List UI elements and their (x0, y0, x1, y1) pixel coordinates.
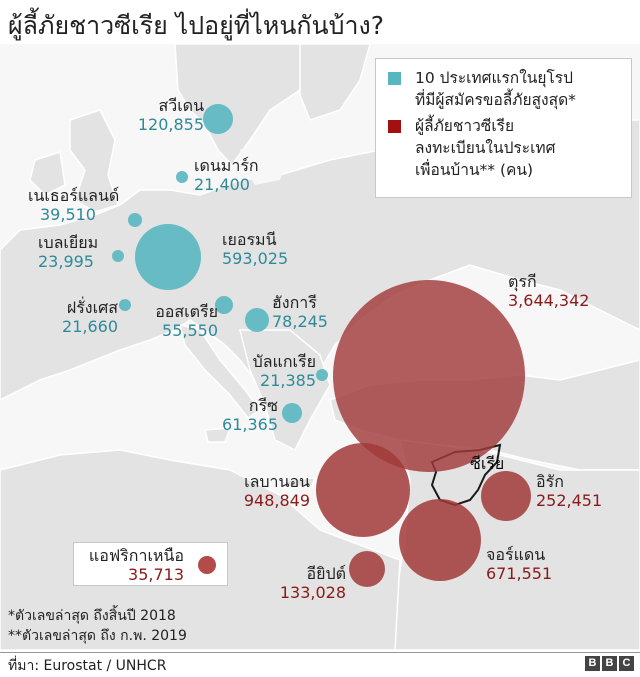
label-north-africa-value: 35,713 (128, 565, 184, 584)
label-austria: ออสเตรีย 55,550 (146, 302, 218, 340)
bubble-bulgaria (316, 369, 328, 381)
bubble-france (119, 299, 131, 311)
north-africa-box: แอฟริกาเหนือ 35,713 (73, 542, 228, 586)
label-north-africa-name: แอฟริกาเหนือ (88, 546, 184, 565)
north-africa-bubble-dot (198, 556, 216, 574)
label-netherlands-value: 39,510 (40, 205, 96, 224)
label-sweden: สวีเดน 120,855 (120, 96, 204, 134)
bubble-denmark (176, 171, 188, 183)
bubble-germany (135, 224, 201, 290)
label-bulgaria: บัลแกเรีย 21,385 (232, 352, 316, 390)
bubble-austria (215, 296, 233, 314)
label-lebanon-name: เลบานอน (244, 472, 310, 491)
label-france-name: ฝรั่งเศส (66, 298, 118, 317)
label-hungary-name: ฮังการี (272, 293, 317, 312)
baltic-sea (240, 135, 290, 185)
legend-eu-line-1: 10 ประเทศแรกในยุโรป (415, 69, 573, 87)
footer-divider (0, 652, 640, 653)
label-austria-name: ออสเตรีย (155, 302, 218, 321)
label-belgium-value: 23,995 (38, 252, 94, 271)
label-germany-name: เยอรมนี (222, 230, 277, 249)
label-bulgaria-name: บัลแกเรีย (252, 352, 316, 371)
label-france: ฝรั่งเศส 21,660 (60, 298, 118, 336)
label-syria: ซีเรีย (470, 454, 505, 473)
label-denmark: เดนมาร์ก 21,400 (194, 156, 259, 194)
label-bulgaria-value: 21,385 (260, 371, 316, 390)
label-turkey-name: ตุรกี (508, 272, 537, 291)
source-credit: ที่มา: Eurostat / UNHCR (8, 658, 167, 674)
label-jordan-name: จอร์แดน (486, 545, 546, 564)
legend-neighbour-swatch (388, 120, 401, 133)
middle-east-land (379, 439, 640, 650)
bubble-turkey (333, 280, 525, 472)
legend-neighbour-line-1: ผู้ลี้ภัยชาวซีเรีย (415, 117, 515, 135)
label-denmark-name: เดนมาร์ก (194, 156, 259, 175)
bubble-sweden (203, 104, 233, 134)
label-belgium-name: เบลเยียม (38, 233, 99, 252)
footnote-1: *ตัวเลขล่าสุด ถึงสิ้นปี 2018 (8, 608, 176, 624)
label-egypt-value: 133,028 (279, 583, 346, 602)
label-greece-name: กรีซ (248, 396, 278, 415)
label-iraq-name: อิรัก (536, 472, 564, 491)
label-austria-value: 55,550 (162, 321, 218, 340)
label-egypt-name: อียิปต์ (306, 564, 346, 583)
label-greece-value: 61,365 (222, 415, 278, 434)
finland-land (299, 44, 371, 121)
bubble-jordan (399, 499, 481, 581)
label-netherlands: เนเธอร์แลนด์ 39,510 (28, 186, 119, 224)
sicily-land (204, 427, 232, 443)
label-denmark-value: 21,400 (194, 175, 250, 194)
britain-land (69, 109, 119, 213)
label-iraq: อิรัก 252,451 (536, 472, 602, 510)
label-france-value: 21,660 (62, 317, 118, 336)
bubble-greece (282, 403, 302, 423)
label-germany: เยอรมนี 593,025 (222, 230, 288, 268)
legend-neighbour-line-2: ลงทะเบียนในประเทศ (415, 139, 556, 157)
label-lebanon-value: 948,849 (243, 491, 310, 510)
label-lebanon: เลบานอน 948,849 (228, 472, 310, 510)
legend-neighbour-line-3: เพื่อนบ้าน** (คน) (415, 161, 534, 179)
legend-eu-swatch (388, 72, 401, 85)
label-turkey: ตุรกี 3,644,342 (508, 272, 589, 310)
label-sweden-value: 120,855 (137, 115, 204, 134)
bbc-logo: B B C (585, 656, 634, 671)
ireland-land (29, 151, 66, 196)
bbc-logo-b1: B (585, 656, 600, 671)
legend-eu-line-2: ที่มีผู้สมัครขอลี้ภัยสูงสุด* (415, 91, 576, 109)
footnotes: *ตัวเลขล่าสุด ถึงสิ้นปี 2018 **ตัวเลขล่า… (8, 606, 187, 646)
bbc-logo-c: C (619, 656, 634, 671)
balkans-greece-land (239, 329, 331, 452)
label-hungary: ฮังการี 78,245 (272, 293, 328, 331)
bubble-netherlands (128, 213, 142, 227)
label-turkey-value: 3,644,342 (508, 291, 590, 310)
bubble-egypt (349, 551, 385, 587)
label-belgium: เบลเยียม 23,995 (38, 233, 98, 271)
bubble-hungary (245, 308, 269, 332)
label-iraq-value: 252,451 (536, 491, 603, 510)
label-greece: กรีซ 61,365 (200, 396, 278, 434)
label-hungary-value: 78,245 (272, 312, 328, 331)
label-egypt: อียิปต์ 133,028 (268, 564, 346, 602)
bubble-layer (112, 104, 531, 587)
label-sweden-name: สวีเดน (158, 96, 204, 115)
bubble-iraq (481, 471, 531, 521)
label-germany-value: 593,025 (222, 249, 289, 268)
label-north-africa: แอฟริกาเหนือ 35,713 (82, 546, 184, 584)
bbc-logo-b2: B (602, 656, 617, 671)
legend: 10 ประเทศแรกในยุโรป ที่มีผู้สมัครขอลี้ภั… (375, 58, 632, 198)
crete-land (284, 477, 317, 488)
north-africa-bubble (198, 556, 216, 574)
bubble-belgium (112, 250, 124, 262)
footnote-2: **ตัวเลขล่าสุด ถึง ก.พ. 2019 (8, 628, 187, 644)
label-netherlands-name: เนเธอร์แลนด์ (28, 186, 120, 205)
bubble-lebanon (316, 443, 410, 537)
page-title: ผู้ลี้ภัยชาวซีเรีย ไปอยู่ที่ไหนกันบ้าง? (8, 11, 385, 40)
label-jordan-value: 671,551 (486, 564, 553, 583)
italy-land (178, 323, 262, 420)
label-jordan: จอร์แดน 671,551 (486, 545, 552, 583)
